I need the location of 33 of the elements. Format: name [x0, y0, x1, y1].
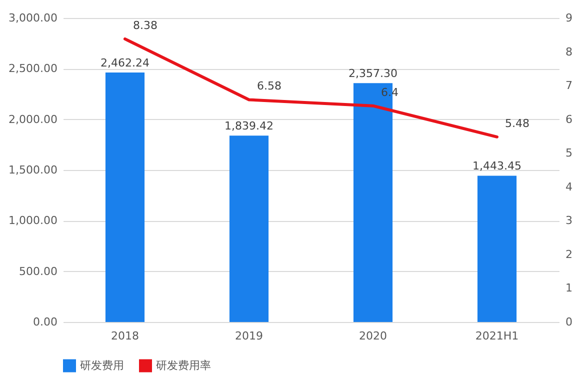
y-tick-label: 2,500.00 [8, 62, 58, 76]
data-label: 2,462.24 [100, 56, 150, 70]
y-tick-label: 1,000.00 [8, 214, 58, 228]
x-tick-label: 2021H1 [475, 330, 519, 342]
data-label: 1,839.42 [224, 120, 274, 133]
y2-tick-label: 7 [566, 79, 572, 92]
y2-tick-label: 4 [566, 180, 572, 194]
data-label: 1,443.45 [472, 160, 522, 173]
y2-tick-label: 1 [566, 282, 572, 295]
y2-tick-label: 9 [566, 12, 572, 24]
y-tick-label: 1,500.00 [8, 164, 58, 176]
y2-tick-label: 8 [566, 45, 572, 58]
x-tick-label: 2020 [359, 330, 387, 342]
y2-tick-label: 5 [566, 146, 572, 160]
legend-label: 研发费用 [80, 358, 124, 372]
legend-label: 研发费用率 [156, 358, 211, 372]
y2-tick-label: 0 [566, 316, 572, 328]
bar [105, 72, 145, 322]
data-label: 8.38 [133, 18, 158, 32]
y2-tick-label: 3 [566, 214, 572, 228]
data-label: 6.58 [257, 80, 282, 93]
y2-tick-label: 6 [566, 112, 572, 126]
y-tick-label: 500.00 [19, 264, 58, 278]
x-tick-label: 2018 [111, 330, 139, 342]
bar [229, 136, 269, 322]
y-tick-label: 2,000.00 [8, 112, 58, 126]
y-tick-label: 0.00 [33, 316, 58, 328]
data-label: 5.48 [505, 116, 530, 130]
y2-tick-label: 2 [566, 248, 572, 261]
y-tick-label: 3,000.00 [8, 12, 58, 24]
data-label: 2,357.30 [348, 67, 398, 80]
x-tick-label: 2019 [235, 330, 263, 342]
bar [477, 176, 517, 322]
